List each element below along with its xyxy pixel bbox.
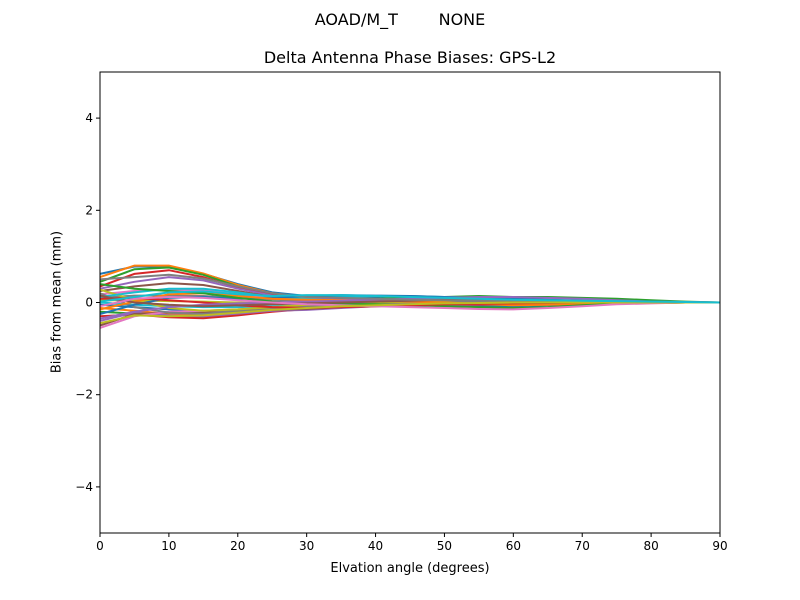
series-line [99, 290, 721, 304]
figure-suptitle: AOAD/M_T NONE [314, 10, 486, 29]
x-tick-label: 10 [161, 539, 176, 553]
y-axis-ticks: −4 −2 0 2 4 [75, 111, 100, 494]
x-tick-label: 80 [643, 539, 658, 553]
x-axis-ticks: 0 10 20 30 40 50 60 70 80 90 [96, 533, 728, 553]
x-tick-label: 70 [575, 539, 590, 553]
x-axis-label: Elvation angle (degrees) [330, 561, 490, 576]
series-line [99, 295, 720, 311]
y-tick-label: −2 [75, 388, 93, 402]
series-line [99, 301, 720, 325]
x-tick-label: 30 [299, 539, 314, 553]
y-tick-label: 0 [85, 296, 93, 310]
x-tick-label: 0 [96, 539, 104, 553]
x-tick-label: 40 [368, 539, 383, 553]
x-tick-label: 90 [712, 539, 727, 553]
x-tick-label: 50 [437, 539, 452, 553]
y-tick-label: 4 [85, 111, 93, 125]
y-tick-label: −4 [75, 480, 93, 494]
x-tick-label: 20 [230, 539, 245, 553]
series-lines [99, 264, 721, 329]
x-tick-label: 60 [506, 539, 521, 553]
chart-title: Delta Antenna Phase Biases: GPS-L2 [263, 48, 557, 67]
y-tick-label: 2 [85, 203, 93, 217]
